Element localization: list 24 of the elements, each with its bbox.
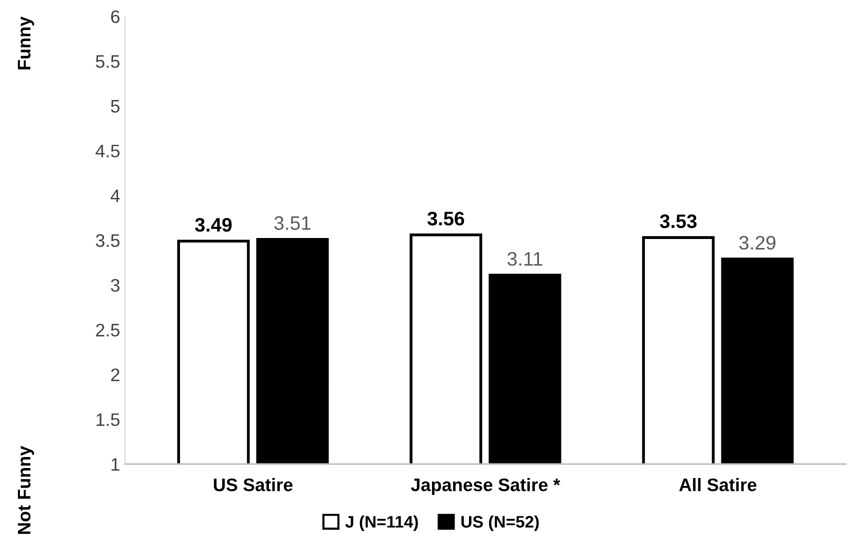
y-tick-label: 5.5	[96, 55, 120, 68]
y-tick-label: 5	[110, 100, 120, 113]
data-label: 3.53	[660, 214, 697, 228]
y-tick-label: 2	[111, 368, 120, 382]
x-tick-label: Japanese Satire *	[410, 478, 560, 495]
data-label: 3.56	[427, 212, 464, 226]
y-tick-label: 3	[110, 278, 120, 292]
text: Funny	[18, 16, 34, 70]
y-tick-label: 3.5	[96, 234, 120, 247]
y-tick-label: 4	[110, 190, 120, 202]
data-label: 3.51	[274, 216, 310, 230]
data-label: 3.11	[507, 252, 542, 266]
data-label: 3.49	[194, 218, 232, 232]
y-tick-label: 4.5	[96, 144, 120, 158]
text: Not Funny	[18, 446, 34, 534]
y-tick-label: 6	[111, 10, 120, 24]
y-tick-label: 2.5	[96, 324, 120, 337]
x-tick-label: All Satire	[679, 478, 756, 492]
legend-label: J (N=114)	[345, 515, 418, 531]
y-tick-label: 1	[112, 458, 120, 471]
legend-label: US (N=52)	[461, 515, 539, 531]
x-tick-label: US Satire	[214, 478, 293, 492]
data-label: 3.29	[739, 236, 776, 250]
y-tick-label: 1.5	[96, 413, 120, 426]
